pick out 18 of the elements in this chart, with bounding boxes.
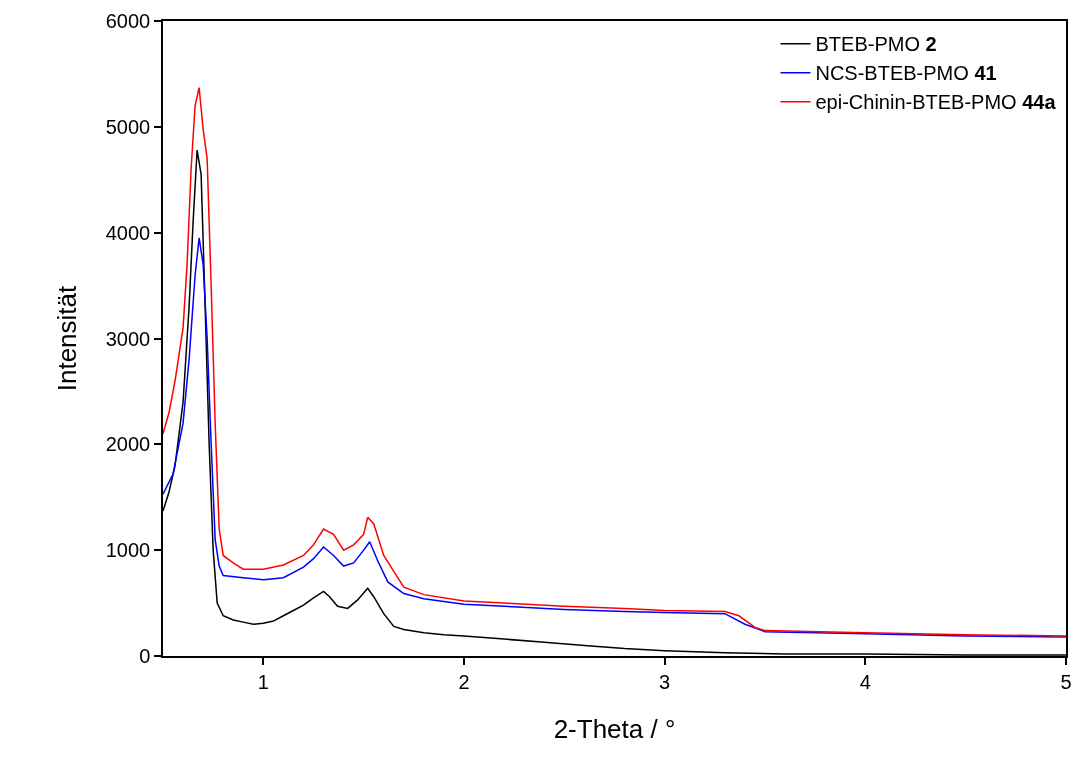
x-tick-label: 5 bbox=[1060, 670, 1072, 693]
x-tick-label: 4 bbox=[859, 670, 871, 693]
y-axis-title: Intensität bbox=[51, 284, 82, 392]
y-tick-label: 6000 bbox=[105, 10, 151, 32]
x-tick-label: 2 bbox=[458, 670, 470, 693]
y-tick-label: 3000 bbox=[105, 327, 151, 350]
y-tick-label: 1000 bbox=[105, 539, 151, 562]
legend-label: BTEB-PMO 2 bbox=[815, 33, 937, 56]
x-axis-title: 2-Theta / ° bbox=[553, 713, 676, 744]
line-series bbox=[163, 237, 1066, 638]
y-tick-label: 2000 bbox=[105, 433, 151, 456]
x-tick-label: 3 bbox=[659, 670, 671, 693]
legend-label: epi-Chinin-BTEB-PMO 44a bbox=[815, 91, 1057, 114]
y-tick-label: 0 bbox=[139, 645, 151, 667]
y-tick-label: 5000 bbox=[105, 115, 151, 138]
legend-label: NCS-BTEB-PMO 41 bbox=[815, 62, 997, 85]
y-tick-label: 4000 bbox=[105, 221, 151, 244]
x-tick-label: 1 bbox=[257, 670, 269, 693]
